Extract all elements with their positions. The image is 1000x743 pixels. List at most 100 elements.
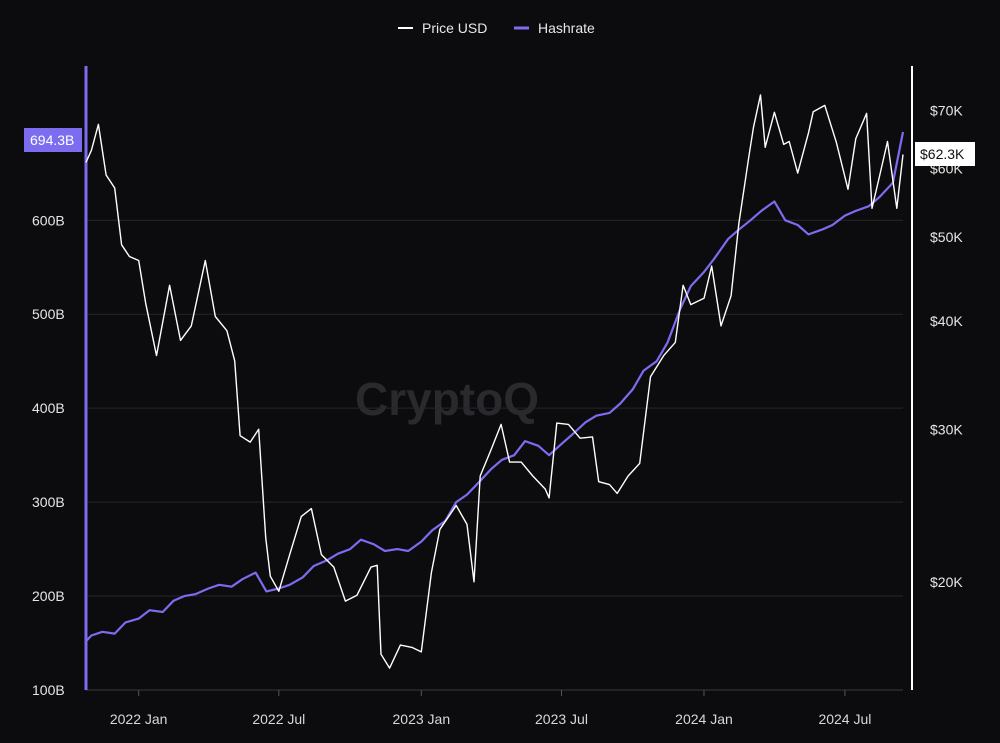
price-point — [478, 474, 482, 478]
price-point — [89, 148, 93, 152]
price-point — [811, 110, 815, 114]
price-point — [277, 589, 281, 593]
legend-label-price: Price USD — [422, 20, 487, 36]
hashrate-point — [655, 359, 659, 363]
hashrate-point — [193, 592, 197, 596]
price-point — [752, 125, 756, 129]
price-point — [264, 536, 268, 540]
price-point — [702, 296, 706, 300]
hashrate-point — [489, 467, 493, 471]
hashrate-point — [148, 608, 152, 612]
price-point — [268, 574, 272, 578]
hashrate-point — [702, 270, 706, 274]
hashrate-point — [359, 538, 363, 542]
hashrate-point — [113, 632, 117, 636]
y-right-tick-label: $50K — [930, 229, 963, 245]
price-point — [225, 329, 229, 333]
hashrate-point — [172, 599, 176, 603]
hashrate-point — [726, 237, 730, 241]
legend-item-hashrate[interactable]: Hashrate — [514, 20, 595, 36]
hashrate-point — [854, 209, 858, 213]
price-point — [531, 474, 535, 478]
price-point — [288, 553, 292, 557]
price-point — [689, 303, 693, 307]
hashrate-point — [137, 617, 141, 621]
price-point — [519, 460, 523, 464]
price-point — [615, 491, 619, 495]
y-left-tick-label: 400B — [32, 400, 65, 416]
hashrate-point — [689, 284, 693, 288]
price-point — [796, 171, 800, 175]
hashrate-badge-value: 694.3B — [30, 132, 74, 148]
hashrate-point — [748, 218, 752, 222]
hashrate-point — [807, 232, 811, 236]
price-point — [747, 154, 751, 158]
price-point — [179, 338, 183, 342]
hashrate-point — [820, 228, 824, 232]
x-tick-label: 2024 Jul — [818, 711, 871, 727]
hashrate-point — [217, 583, 221, 587]
price-point — [299, 514, 303, 518]
price-point — [870, 206, 874, 210]
hashrate-point — [301, 575, 305, 579]
hashrate-point — [523, 439, 527, 443]
x-tick-label: 2022 Jan — [110, 711, 168, 727]
legend-item-price[interactable]: Price USD — [398, 20, 487, 36]
price-point — [567, 422, 571, 426]
price-point — [737, 222, 741, 226]
hashrate-point — [100, 630, 104, 634]
hashrate-point — [84, 639, 88, 643]
series-layer — [84, 94, 905, 669]
hashrate-point — [631, 387, 635, 391]
price-point — [438, 527, 442, 531]
price-point — [379, 652, 383, 656]
hashrate-point — [430, 528, 434, 532]
hashrate-point — [584, 420, 588, 424]
price-point — [144, 301, 148, 305]
price-point — [555, 421, 559, 425]
y-left-tick-label: 300B — [32, 494, 65, 510]
hashrate-point — [843, 214, 847, 218]
price-point — [638, 461, 642, 465]
price-point — [597, 480, 601, 484]
price-point — [137, 259, 141, 263]
price-point — [608, 483, 612, 487]
hashrate-point — [512, 453, 516, 457]
price-point — [104, 173, 108, 177]
hashrate-point — [560, 442, 564, 446]
x-tick-label: 2023 Jan — [393, 711, 451, 727]
price-point — [410, 645, 414, 649]
price-point — [499, 422, 503, 426]
price-point — [332, 565, 336, 569]
price-point — [543, 487, 547, 491]
hashrate-point — [230, 585, 234, 589]
price-series-line — [85, 94, 904, 669]
axes — [84, 66, 913, 691]
legend-label-hashrate: Hashrate — [538, 20, 595, 36]
price-point — [233, 359, 237, 363]
hashrate-point — [465, 493, 469, 497]
hashrate-point — [547, 453, 551, 457]
hashrate-point — [759, 209, 763, 213]
price-point — [248, 440, 252, 444]
price-point — [649, 375, 653, 379]
price-point — [168, 283, 172, 287]
price-point — [662, 354, 666, 358]
y-left-tick-label: 600B — [32, 212, 65, 228]
price-point — [782, 142, 786, 146]
price-point — [343, 599, 347, 603]
hashrate-point — [608, 411, 612, 415]
price-point — [878, 173, 882, 177]
price-point — [591, 435, 595, 439]
hashrate-point — [406, 549, 410, 553]
price-point — [84, 160, 88, 164]
price-point — [429, 571, 433, 575]
hashrate-point — [336, 552, 340, 556]
price-point — [901, 153, 905, 157]
hashrate-point — [666, 340, 670, 344]
y-left-tick-label: 200B — [32, 588, 65, 604]
price-point — [113, 186, 117, 190]
price-point — [763, 145, 767, 149]
legend[interactable]: Price USD Hashrate — [398, 20, 595, 36]
